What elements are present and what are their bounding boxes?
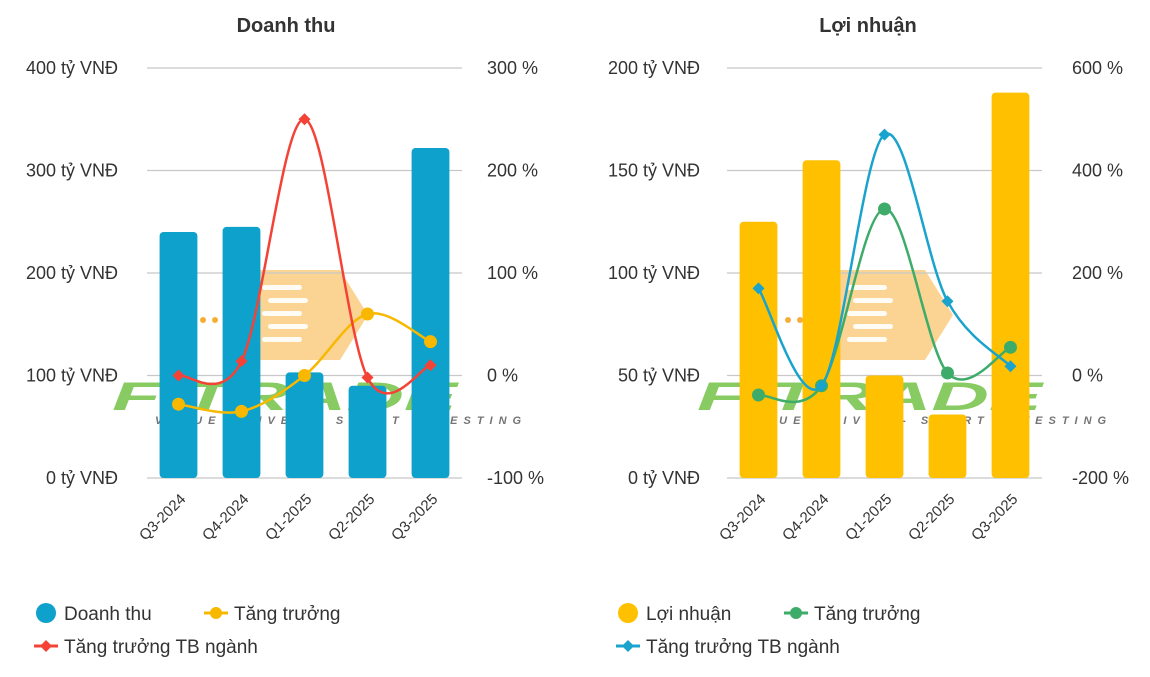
left-axis-tick-label: 50 tỷ VNĐ [618, 366, 700, 386]
x-axis-tick-label: Q3-2024 [716, 491, 769, 544]
legend-label: Tăng trưởng [814, 604, 921, 625]
legend-marker-icon [790, 607, 802, 619]
legend-bar-icon [36, 603, 56, 623]
line-point-q4-2024[interactable] [235, 355, 248, 368]
bar-q3-2024[interactable] [739, 221, 778, 478]
left-axis-tick-label: 150 tỷ VNĐ [608, 161, 700, 181]
line-point-q2-2025[interactable] [941, 366, 954, 380]
chart-title: Doanh thu [237, 15, 336, 37]
bar-q1-2025[interactable] [285, 372, 324, 478]
line-point-q2-2025[interactable] [941, 295, 954, 308]
bar-q4-2024[interactable] [802, 160, 841, 478]
left-axis-tick-label: 400 tỷ VNĐ [26, 58, 118, 78]
line-point-q3-2024[interactable] [752, 282, 765, 295]
legend-marker-icon [40, 640, 52, 652]
chart-title: Lợi nhuận [819, 15, 917, 37]
x-axis-tick-label: Q3-2025 [388, 491, 441, 544]
legend-marker-icon [622, 640, 634, 652]
legend-item[interactable]: Tăng trưởng [204, 604, 341, 625]
watermark-arrow-icon [785, 270, 953, 360]
x-axis-tick-label: Q1-2025 [842, 491, 895, 544]
x-axis-tick-label: Q2-2025 [325, 491, 378, 544]
line-point-q3-2024[interactable] [172, 369, 185, 382]
left-axis-tick-label: 0 tỷ VNĐ [628, 468, 700, 488]
legend-marker-icon [210, 607, 222, 619]
line-point-q3-2024[interactable] [752, 388, 765, 402]
bar-q4-2024[interactable] [222, 226, 261, 478]
line-point-q1-2025[interactable] [298, 113, 311, 126]
x-axis-tick-label: Q1-2025 [262, 491, 315, 544]
legend-item[interactable]: Tăng trưởng TB ngành [34, 637, 258, 658]
bar-q1-2025[interactable] [865, 375, 904, 479]
line-point-q2-2025[interactable] [361, 371, 374, 384]
right-axis-tick-label: 400 % [1072, 161, 1123, 181]
legend-bar-icon [618, 603, 638, 623]
right-axis-tick-label: 200 % [487, 161, 538, 181]
line-point-q3-2025[interactable] [424, 335, 437, 349]
right-axis-tick-label: 0 % [1072, 366, 1103, 386]
legend-label: Doanh thu [64, 604, 152, 625]
right-axis-tick-label: 200 % [1072, 263, 1123, 283]
left-axis-tick-label: 100 tỷ VNĐ [608, 263, 700, 283]
legend-label: Tăng trưởng [234, 604, 341, 625]
left-axis-tick-label: 0 tỷ VNĐ [46, 468, 118, 488]
right-axis-tick-label: -100 % [487, 468, 544, 488]
line-point-q3-2025[interactable] [424, 359, 437, 372]
bar-q2-2025[interactable] [928, 414, 967, 478]
right-axis-tick-label: -200 % [1072, 468, 1129, 488]
left-axis-tick-label: 200 tỷ VNĐ [26, 263, 118, 283]
right-axis-tick-label: 600 % [1072, 58, 1123, 78]
legend-item[interactable]: Tăng trưởng TB ngành [616, 637, 840, 658]
x-axis-tick-label: Q4-2024 [779, 491, 832, 544]
chart-doanh-thu: Doanh thu 400 tỷ VNĐ 300 % 300 tỷ VNĐ 200 % 2… [26, 15, 544, 658]
line-point-q1-2025[interactable] [298, 369, 311, 382]
right-axis-tick-label: 100 % [487, 263, 538, 283]
legend-label: Lợi nhuận [646, 604, 731, 625]
series-line [757, 132, 1012, 391]
line-point-q2-2025[interactable] [361, 307, 374, 321]
x-axis-tick-label: Q3-2024 [136, 491, 189, 544]
legend-label: Tăng trưởng TB ngành [64, 637, 258, 658]
legend-item[interactable]: Tăng trưởng [784, 604, 921, 625]
watermark-slogan-text: VALUE DRIVEN - SMART INVESTING [155, 415, 527, 427]
x-axis-tick-label: Q2-2025 [905, 491, 958, 544]
legend-item[interactable]: Lợi nhuận [618, 603, 731, 625]
line-point-q3-2025[interactable] [1004, 360, 1017, 373]
legend-item[interactable]: Doanh thu [36, 603, 152, 625]
left-axis-tick-label: 300 tỷ VNĐ [26, 161, 118, 181]
legend-label: Tăng trưởng TB ngành [646, 637, 840, 658]
left-axis-tick-label: 200 tỷ VNĐ [608, 58, 700, 78]
bar-q3-2025[interactable] [991, 92, 1030, 478]
left-axis-tick-label: 100 tỷ VNĐ [26, 366, 118, 386]
line-point-q1-2025[interactable] [878, 202, 891, 216]
right-axis-tick-label: 300 % [487, 58, 538, 78]
line-point-q3-2024[interactable] [172, 397, 185, 411]
right-axis-tick-label: 0 % [487, 366, 518, 386]
bar-q2-2025[interactable] [348, 385, 387, 478]
x-axis-tick-label: Q4-2024 [199, 491, 252, 544]
x-axis-tick-label: Q3-2025 [968, 491, 1021, 544]
line-point-q3-2025[interactable] [1004, 340, 1017, 354]
line-point-q4-2024[interactable] [235, 404, 248, 418]
line-point-q1-2025[interactable] [878, 128, 891, 141]
bar-q3-2024[interactable] [159, 232, 198, 478]
bar-q3-2025[interactable] [411, 147, 450, 478]
line-point-q4-2024[interactable] [815, 379, 828, 392]
watermark-slogan-text: VALUE DRIVEN - SMART INVESTING [740, 415, 1112, 427]
